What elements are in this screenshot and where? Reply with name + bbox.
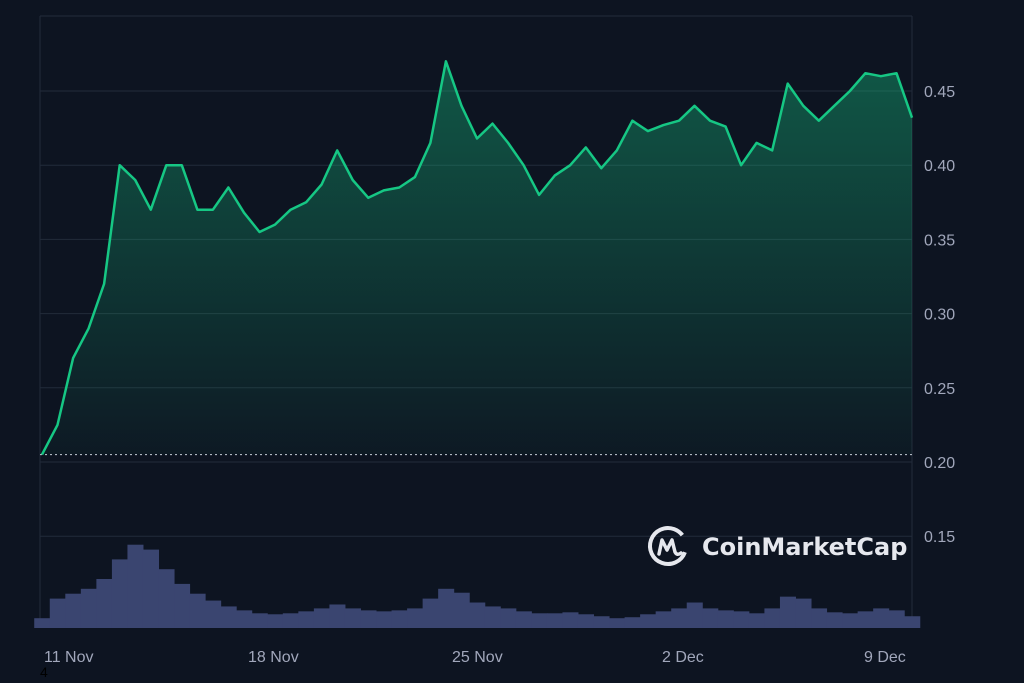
volume-bar xyxy=(577,614,595,628)
price-area-fill xyxy=(42,61,912,455)
volume-bar xyxy=(80,588,97,628)
x-tick-label: 25 Nov xyxy=(452,649,503,666)
x-axis: 11 Nov 18 Nov 25 Nov 2 Dec 9 Dec xyxy=(44,649,906,666)
y-tick-label: 0.15 xyxy=(924,529,955,546)
volume-bar xyxy=(469,602,486,628)
watermark-text: CoinMarketCap xyxy=(702,533,907,561)
volume-bar xyxy=(593,616,610,628)
volume-bar xyxy=(686,602,703,628)
volume-bar xyxy=(873,608,890,628)
volume-bar xyxy=(407,608,424,628)
volume-bar xyxy=(376,611,393,628)
volume-bar xyxy=(702,608,719,628)
volume-bar xyxy=(904,616,921,628)
volume-bar xyxy=(313,608,330,628)
volume-bar xyxy=(531,613,548,628)
volume-bar xyxy=(236,610,253,628)
volume-bar xyxy=(826,612,843,628)
volume-bar xyxy=(733,611,750,628)
coinmarketcap-logo-icon xyxy=(648,526,688,566)
volume-bar xyxy=(671,608,688,628)
y-tick-label: 0.25 xyxy=(924,381,955,398)
volume-bar xyxy=(500,608,517,628)
volume-bar xyxy=(779,596,796,628)
volume-bar xyxy=(34,618,51,628)
volume-bar xyxy=(562,612,579,628)
volume-bar xyxy=(127,544,144,628)
volume-bar xyxy=(220,606,237,628)
volume-bar xyxy=(842,613,859,628)
volume-bar xyxy=(748,613,765,628)
stray-label: 4 xyxy=(40,664,48,680)
volume-bar xyxy=(655,611,672,628)
coinmarketcap-logo: CoinMarketCap xyxy=(648,526,907,566)
volume-bar xyxy=(717,610,734,628)
y-tick-label: 0.45 xyxy=(924,84,955,101)
volume-bar xyxy=(795,598,812,628)
volume-bar xyxy=(391,610,408,628)
x-tick-label: 2 Dec xyxy=(662,649,704,666)
volume-bar xyxy=(65,593,82,628)
volume-bar xyxy=(174,583,191,628)
y-tick-label: 0.40 xyxy=(924,158,955,175)
x-tick-label: 11 Nov xyxy=(44,649,94,666)
volume-bar xyxy=(344,608,361,628)
volume-bar xyxy=(640,614,657,628)
volume-bar xyxy=(205,600,222,628)
volume-bar xyxy=(422,598,439,628)
volume-bar xyxy=(49,598,66,628)
volume-bar xyxy=(888,610,905,628)
volume-bar xyxy=(158,569,175,628)
volume-bar xyxy=(438,588,455,628)
x-tick-label: 18 Nov xyxy=(248,649,299,666)
volume-bar xyxy=(484,606,501,628)
volume-bar xyxy=(111,559,128,628)
y-tick-label: 0.35 xyxy=(924,232,955,249)
y-tick-label: 0.20 xyxy=(924,455,955,472)
x-tick-label: 9 Dec xyxy=(864,649,906,666)
volume-bar xyxy=(360,610,377,628)
volume-bar xyxy=(298,611,315,628)
y-axis: 0.15 0.20 0.25 0.30 0.35 0.40 0.45 xyxy=(924,84,955,546)
volume-bar xyxy=(811,608,828,628)
volume-bar xyxy=(189,593,206,628)
volume-bar xyxy=(251,613,268,628)
price-line xyxy=(40,60,914,456)
volume-bar xyxy=(267,614,284,628)
y-tick-label: 0.30 xyxy=(924,307,955,324)
volume-bar xyxy=(546,613,563,628)
volume-bar xyxy=(857,611,874,628)
volume-bar xyxy=(142,549,160,628)
volume-bar xyxy=(764,608,781,628)
volume-bar xyxy=(624,617,641,628)
volume-bar xyxy=(515,611,532,628)
volume-bars xyxy=(34,544,921,628)
volume-bar xyxy=(609,618,626,628)
volume-bar xyxy=(282,613,299,628)
volume-bar xyxy=(453,592,470,628)
volume-bar xyxy=(329,604,346,628)
volume-bar xyxy=(96,579,113,628)
